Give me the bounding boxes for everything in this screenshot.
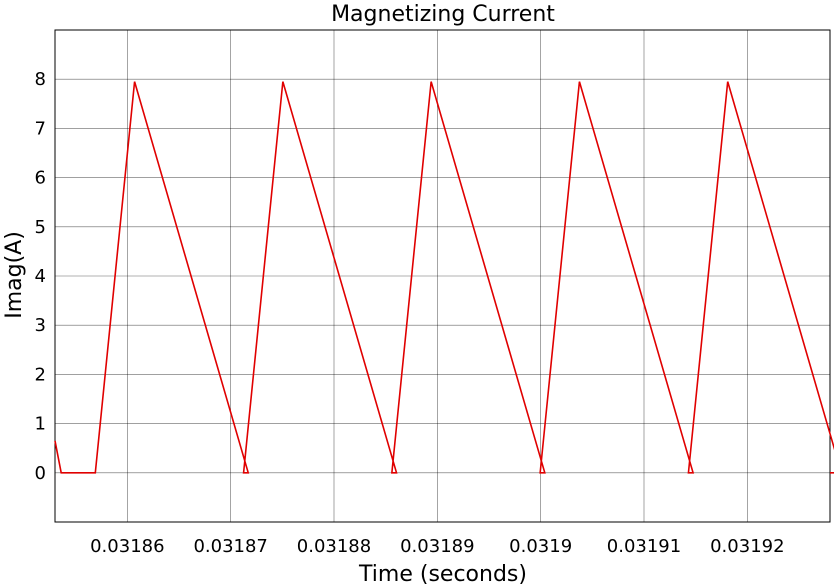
y-tick-label: 5	[35, 217, 46, 238]
x-tick-label: 0.03192	[710, 536, 784, 557]
x-axis-label: Time (seconds)	[358, 562, 527, 587]
y-tick-label: 1	[35, 414, 46, 435]
x-tick-label: 0.03191	[607, 536, 681, 557]
chart-title: Magnetizing Current	[331, 2, 555, 27]
y-tick-label: 6	[35, 168, 46, 189]
x-tick-label: 0.03188	[297, 536, 371, 557]
x-tick-label: 0.03189	[400, 536, 474, 557]
x-tick-labels: 0.03186 0.03187 0.03188 0.03189 0.0319 0.0319…	[90, 536, 784, 557]
series-layer	[54, 81, 834, 474]
y-tick-label: 8	[35, 69, 46, 90]
x-tick-label: 0.03187	[193, 536, 267, 557]
y-tick-label: 7	[35, 118, 46, 139]
magnetizing-current-line	[54, 81, 834, 474]
x-tick-label: 0.03186	[90, 536, 164, 557]
x-tick-label: 0.0319	[509, 536, 572, 557]
grid	[55, 30, 830, 522]
y-tick-label: 4	[35, 266, 46, 287]
y-axis-label: Imag(A)	[2, 231, 27, 319]
y-tick-label: 3	[35, 315, 46, 336]
plot-area-frame	[54, 29, 831, 523]
y-tick-labels: 0 1 2 3 4 5 6 7 8	[35, 69, 46, 484]
y-tick-label: 0	[35, 463, 46, 484]
y-tick-label: 2	[35, 364, 46, 385]
